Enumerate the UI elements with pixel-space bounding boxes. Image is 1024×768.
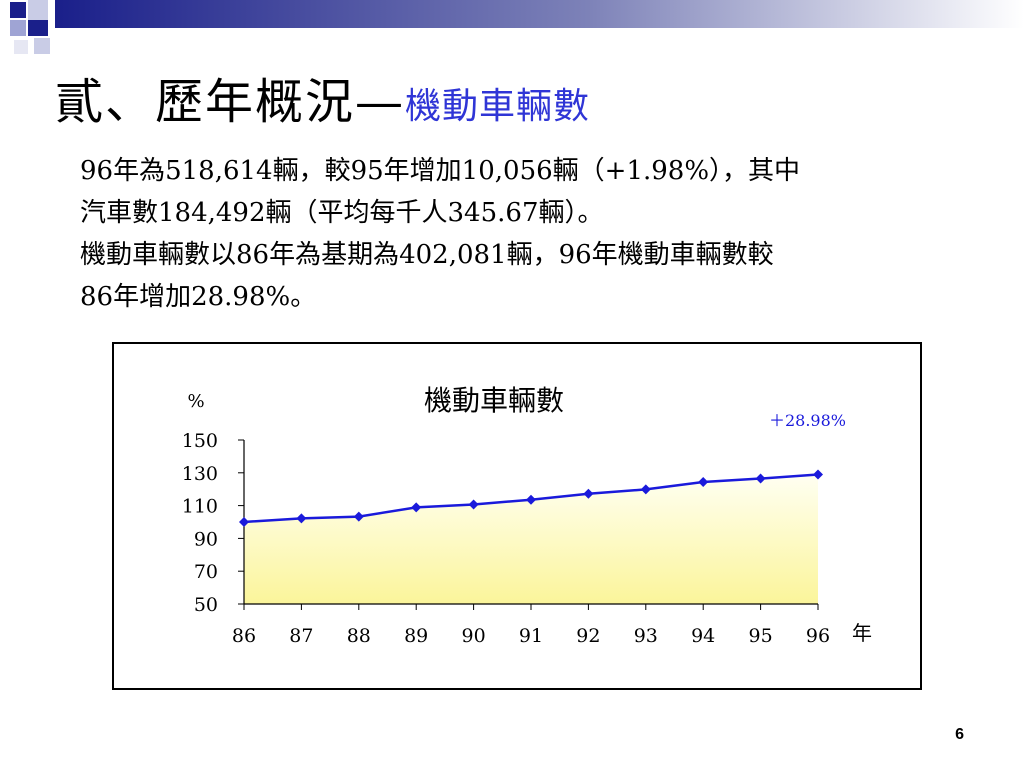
series-area	[244, 474, 818, 604]
summary-line: 機動車輛數以86年為基期為402,081輛，96年機動車輛數較	[80, 240, 774, 270]
slide-title-main: 貳、歷年概況—	[55, 74, 406, 130]
data-point	[239, 517, 249, 527]
y-tick-label: 90	[194, 528, 218, 550]
x-tick-label: 88	[347, 625, 371, 647]
data-point	[813, 469, 823, 480]
data-point	[353, 511, 364, 522]
page-number: 6	[955, 726, 964, 743]
x-tick-label: 93	[634, 625, 658, 647]
x-tick-label: 89	[404, 625, 428, 647]
x-tick-label: 86	[232, 625, 256, 647]
summary-line: 86年增加28.98%。	[80, 282, 317, 312]
summary-text: 96年為518,614輛，較95年增加10,056輛（+1.98%），其中 汽車…	[80, 150, 960, 318]
x-tick-label: 92	[576, 625, 600, 647]
y-tick-label: 130	[182, 463, 218, 485]
x-tick-label: 91	[519, 625, 543, 647]
y-tick-label: 110	[182, 496, 218, 518]
x-tick-label: 87	[289, 625, 313, 647]
x-axis-label: 年	[852, 621, 872, 645]
data-point	[640, 484, 651, 495]
chart-frame: 機動車輛數 % 年 ＋28.98% 150 130 110 90 70 50 86 87 88 8…	[112, 342, 922, 690]
data-point	[526, 494, 536, 505]
x-tick-label: 90	[462, 625, 486, 647]
y-tick-label: 150	[182, 430, 218, 452]
data-point	[583, 488, 594, 499]
x-tick-label: 94	[691, 625, 715, 647]
vehicle-count-chart: 機動車輛數 % 年 ＋28.98% 150 130 110 90 70 50 86 87 88 8…	[182, 384, 872, 647]
summary-line: 96年為518,614輛，較95年增加10,056輛（+1.98%），其中	[80, 156, 801, 186]
data-point	[296, 513, 307, 524]
chart-title: 機動車輛數	[424, 384, 564, 417]
x-tick-label: 96	[806, 625, 830, 647]
y-tick-label: 70	[194, 561, 218, 583]
data-point	[468, 499, 479, 510]
slide-title: 貳、歷年概況—機動車輛數	[55, 62, 590, 132]
y-tick-label: 50	[194, 594, 218, 616]
growth-annotation: ＋28.98%	[769, 411, 846, 430]
y-axis-label: %	[187, 391, 204, 412]
summary-line: 汽車數184,492輛（平均每千人345.67輛）。	[80, 198, 604, 228]
header-decoration	[10, 0, 1024, 54]
slide-title-sub: 機動車輛數	[405, 86, 591, 127]
x-tick-label: 95	[749, 625, 773, 647]
data-point	[411, 502, 422, 513]
data-point	[698, 476, 709, 487]
data-point	[755, 473, 766, 484]
